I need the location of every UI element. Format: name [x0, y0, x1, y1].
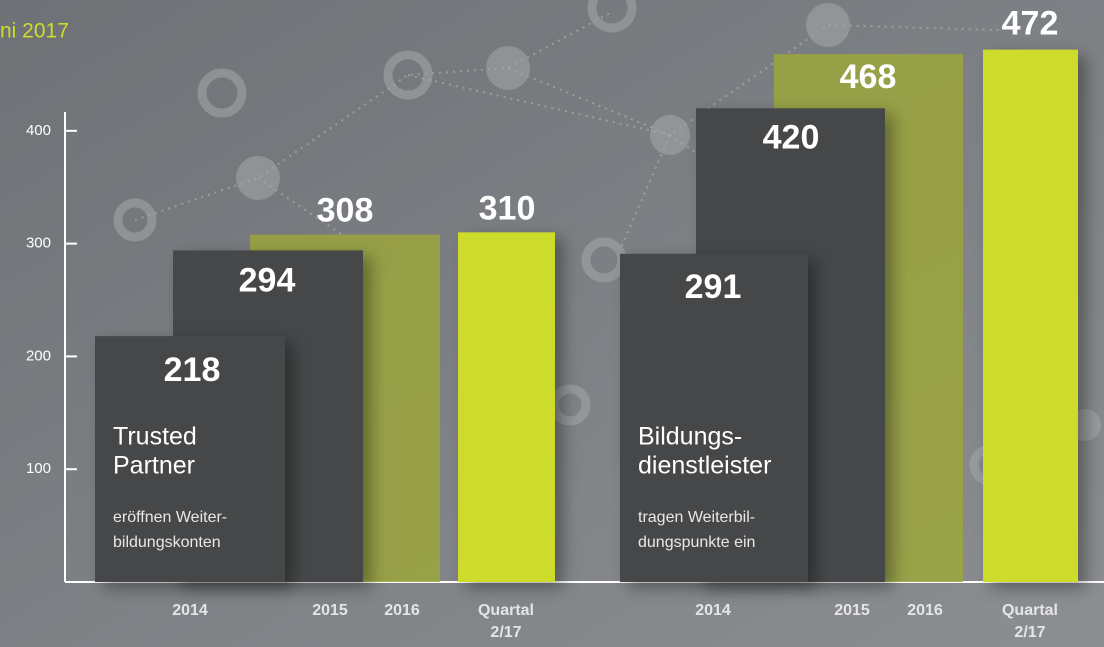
- x-tick-label: 2016: [907, 602, 943, 619]
- x-tick-label: 2015: [312, 602, 348, 619]
- x-tick-label-line: 2/17: [1014, 624, 1045, 641]
- value-label: 291: [685, 268, 742, 306]
- y-tick-label: 400: [26, 122, 51, 139]
- bar: [620, 253, 808, 583]
- x-tick-label: 2016: [384, 602, 420, 619]
- value-label: 308: [317, 192, 374, 230]
- bar: [458, 232, 555, 583]
- y-tick-label: 200: [26, 347, 51, 364]
- bar: [95, 336, 285, 582]
- y-tick-label: 100: [26, 460, 51, 477]
- x-tick-label: Quartal 2/17: [478, 602, 534, 641]
- value-label: 218: [164, 351, 221, 389]
- value-label: 468: [840, 58, 897, 96]
- y-tick-label: 300: [26, 235, 51, 252]
- value-label: 420: [763, 118, 820, 156]
- bar: [983, 49, 1078, 582]
- group-label: Trusted: [113, 423, 197, 451]
- group-label: Partner: [113, 452, 195, 480]
- x-tick-label-line: Quartal: [1002, 602, 1058, 619]
- value-label: 472: [1002, 5, 1059, 43]
- x-tick-label: Quartal 2/17: [1002, 602, 1058, 641]
- group-description: dungspunkte ein: [638, 534, 755, 551]
- x-tick-label: 2014: [695, 602, 731, 619]
- group-description: tragen Weiterbil-: [638, 509, 755, 526]
- value-label: 310: [479, 189, 536, 227]
- group-label: Bildungs-: [638, 423, 742, 451]
- group-description: bildungskonten: [113, 534, 221, 551]
- x-tick-label-line: Quartal: [478, 602, 534, 619]
- chart-title: ni 2017: [0, 20, 69, 43]
- value-label: 294: [239, 261, 296, 299]
- group-label: dienstleister: [638, 452, 771, 480]
- x-tick-label-line: 2/17: [490, 624, 521, 641]
- group-description: eröffnen Weiter-: [113, 509, 227, 526]
- x-tick-label: 2014: [172, 602, 208, 619]
- x-tick-label: 2015: [834, 602, 870, 619]
